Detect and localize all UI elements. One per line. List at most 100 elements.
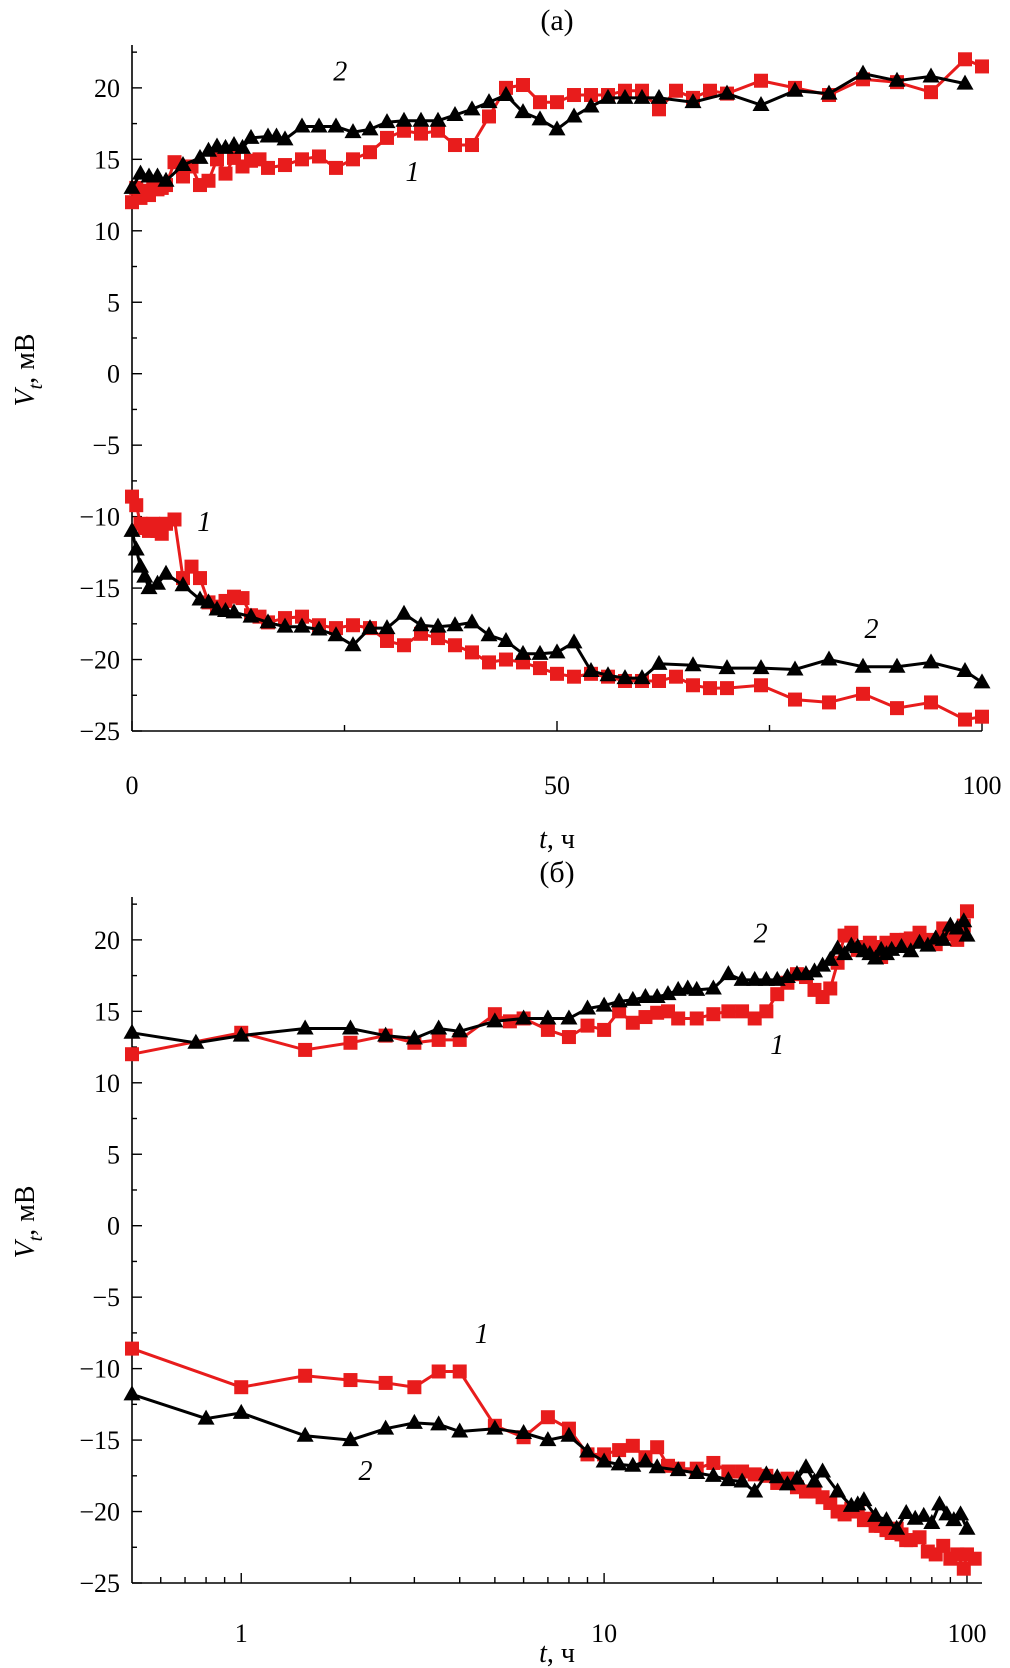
x-tick-label: 0 [126, 771, 139, 800]
data-point-triangle [814, 956, 832, 972]
data-point-triangle [341, 1431, 359, 1447]
data-point-triangle [579, 999, 597, 1015]
data-point-square [482, 655, 496, 670]
data-point-triangle [757, 970, 775, 986]
curve-label: 2 [358, 1456, 372, 1487]
data-point-square [720, 681, 734, 696]
y-tick-label: −15 [79, 574, 120, 603]
data-point-triangle [877, 1511, 895, 1527]
data-point-triangle [361, 619, 379, 635]
x-axis-label-unit: , ч [547, 1638, 575, 1668]
data-point-triangle [276, 130, 294, 146]
data-point-triangle [344, 123, 362, 139]
data-point-square [343, 1373, 358, 1388]
data-point-triangle [719, 965, 737, 981]
data-point-square [295, 609, 309, 624]
data-point-square [129, 498, 144, 513]
y-tick-label: −15 [79, 1426, 120, 1455]
data-point-square [686, 678, 700, 693]
data-point-triangle [934, 930, 952, 946]
data-point-square [754, 678, 768, 693]
data-point-square [482, 109, 496, 124]
data-point-triangle [123, 521, 141, 537]
data-point-square [550, 666, 564, 681]
data-point-square [448, 138, 462, 153]
data-point-square [689, 1011, 704, 1026]
y-axis-label-unit: , мВ [10, 1185, 41, 1235]
data-point-triangle [446, 106, 464, 122]
data-point-triangle [565, 633, 583, 649]
data-point-square [671, 1011, 686, 1026]
data-point-square [414, 126, 428, 141]
data-point-triangle [752, 96, 770, 112]
data-point-square [125, 1047, 139, 1062]
data-point-triangle [595, 996, 613, 1012]
data-point-square [533, 95, 547, 110]
data-point-triangle [669, 1461, 687, 1477]
data-point-triangle [174, 156, 192, 172]
data-point-triangle [480, 93, 498, 109]
data-point-triangle [633, 88, 651, 104]
data-point-triangle [973, 673, 991, 689]
data-point-triangle [688, 1463, 706, 1479]
data-point-triangle [814, 1462, 832, 1478]
data-point-square [167, 512, 182, 527]
y-tick-label: −25 [79, 717, 120, 746]
data-point-square [184, 559, 199, 574]
data-point-square [975, 59, 989, 74]
data-point-triangle [955, 912, 973, 928]
data-point-triangle [310, 620, 328, 636]
data-point-triangle [820, 650, 838, 666]
data-point-square [747, 1011, 762, 1026]
data-point-square [924, 85, 938, 100]
data-point-square [499, 652, 513, 667]
y-tick-label: 5 [107, 1140, 120, 1169]
data-point-square [431, 123, 445, 138]
data-point-triangle [197, 1409, 215, 1425]
data-point-square [652, 673, 666, 688]
data-point-square [580, 1018, 595, 1033]
data-point-triangle [829, 1482, 847, 1498]
data-point-square [625, 1438, 640, 1453]
data-point-triangle [888, 657, 906, 673]
data-point-square [201, 173, 216, 188]
panel-title: (а) [540, 4, 573, 37]
data-point-square [448, 638, 462, 653]
y-tick-label: −20 [79, 1498, 120, 1527]
data-point-triangle [956, 661, 974, 677]
data-point-square [967, 1551, 982, 1566]
data-point-square [844, 925, 859, 940]
data-point-square [550, 95, 564, 110]
data-point-square [597, 1022, 612, 1037]
data-point-triangle [136, 567, 154, 583]
data-point-triangle [579, 1442, 597, 1458]
data-point-square [346, 152, 360, 167]
data-point-square [378, 1375, 393, 1390]
data-point-square [235, 591, 250, 606]
data-point-triangle [293, 117, 311, 133]
data-point-square [380, 633, 394, 648]
data-point-square [747, 1467, 762, 1482]
data-point-triangle [821, 950, 839, 966]
data-point-triangle [867, 1506, 885, 1522]
data-point-square [431, 1032, 446, 1047]
x-tick-label: 100 [947, 1619, 986, 1648]
data-point-triangle [531, 644, 549, 660]
data-point-triangle [788, 1469, 806, 1485]
data-point-square [788, 692, 802, 707]
x-tick-label: 100 [963, 771, 1002, 800]
x-tick-label: 50 [544, 771, 570, 800]
data-point-square [735, 1464, 750, 1479]
y-tick-label: 10 [94, 1069, 120, 1098]
data-point-triangle [429, 111, 447, 127]
data-point-triangle [296, 1019, 314, 1035]
data-point-triangle [854, 64, 872, 80]
data-point-square [567, 669, 581, 684]
data-point-triangle [902, 942, 920, 958]
data-point-triangle [531, 110, 549, 126]
data-point-triangle [310, 117, 328, 133]
data-point-triangle [539, 1431, 557, 1447]
data-point-triangle [923, 1513, 941, 1529]
data-point-square [823, 981, 838, 996]
